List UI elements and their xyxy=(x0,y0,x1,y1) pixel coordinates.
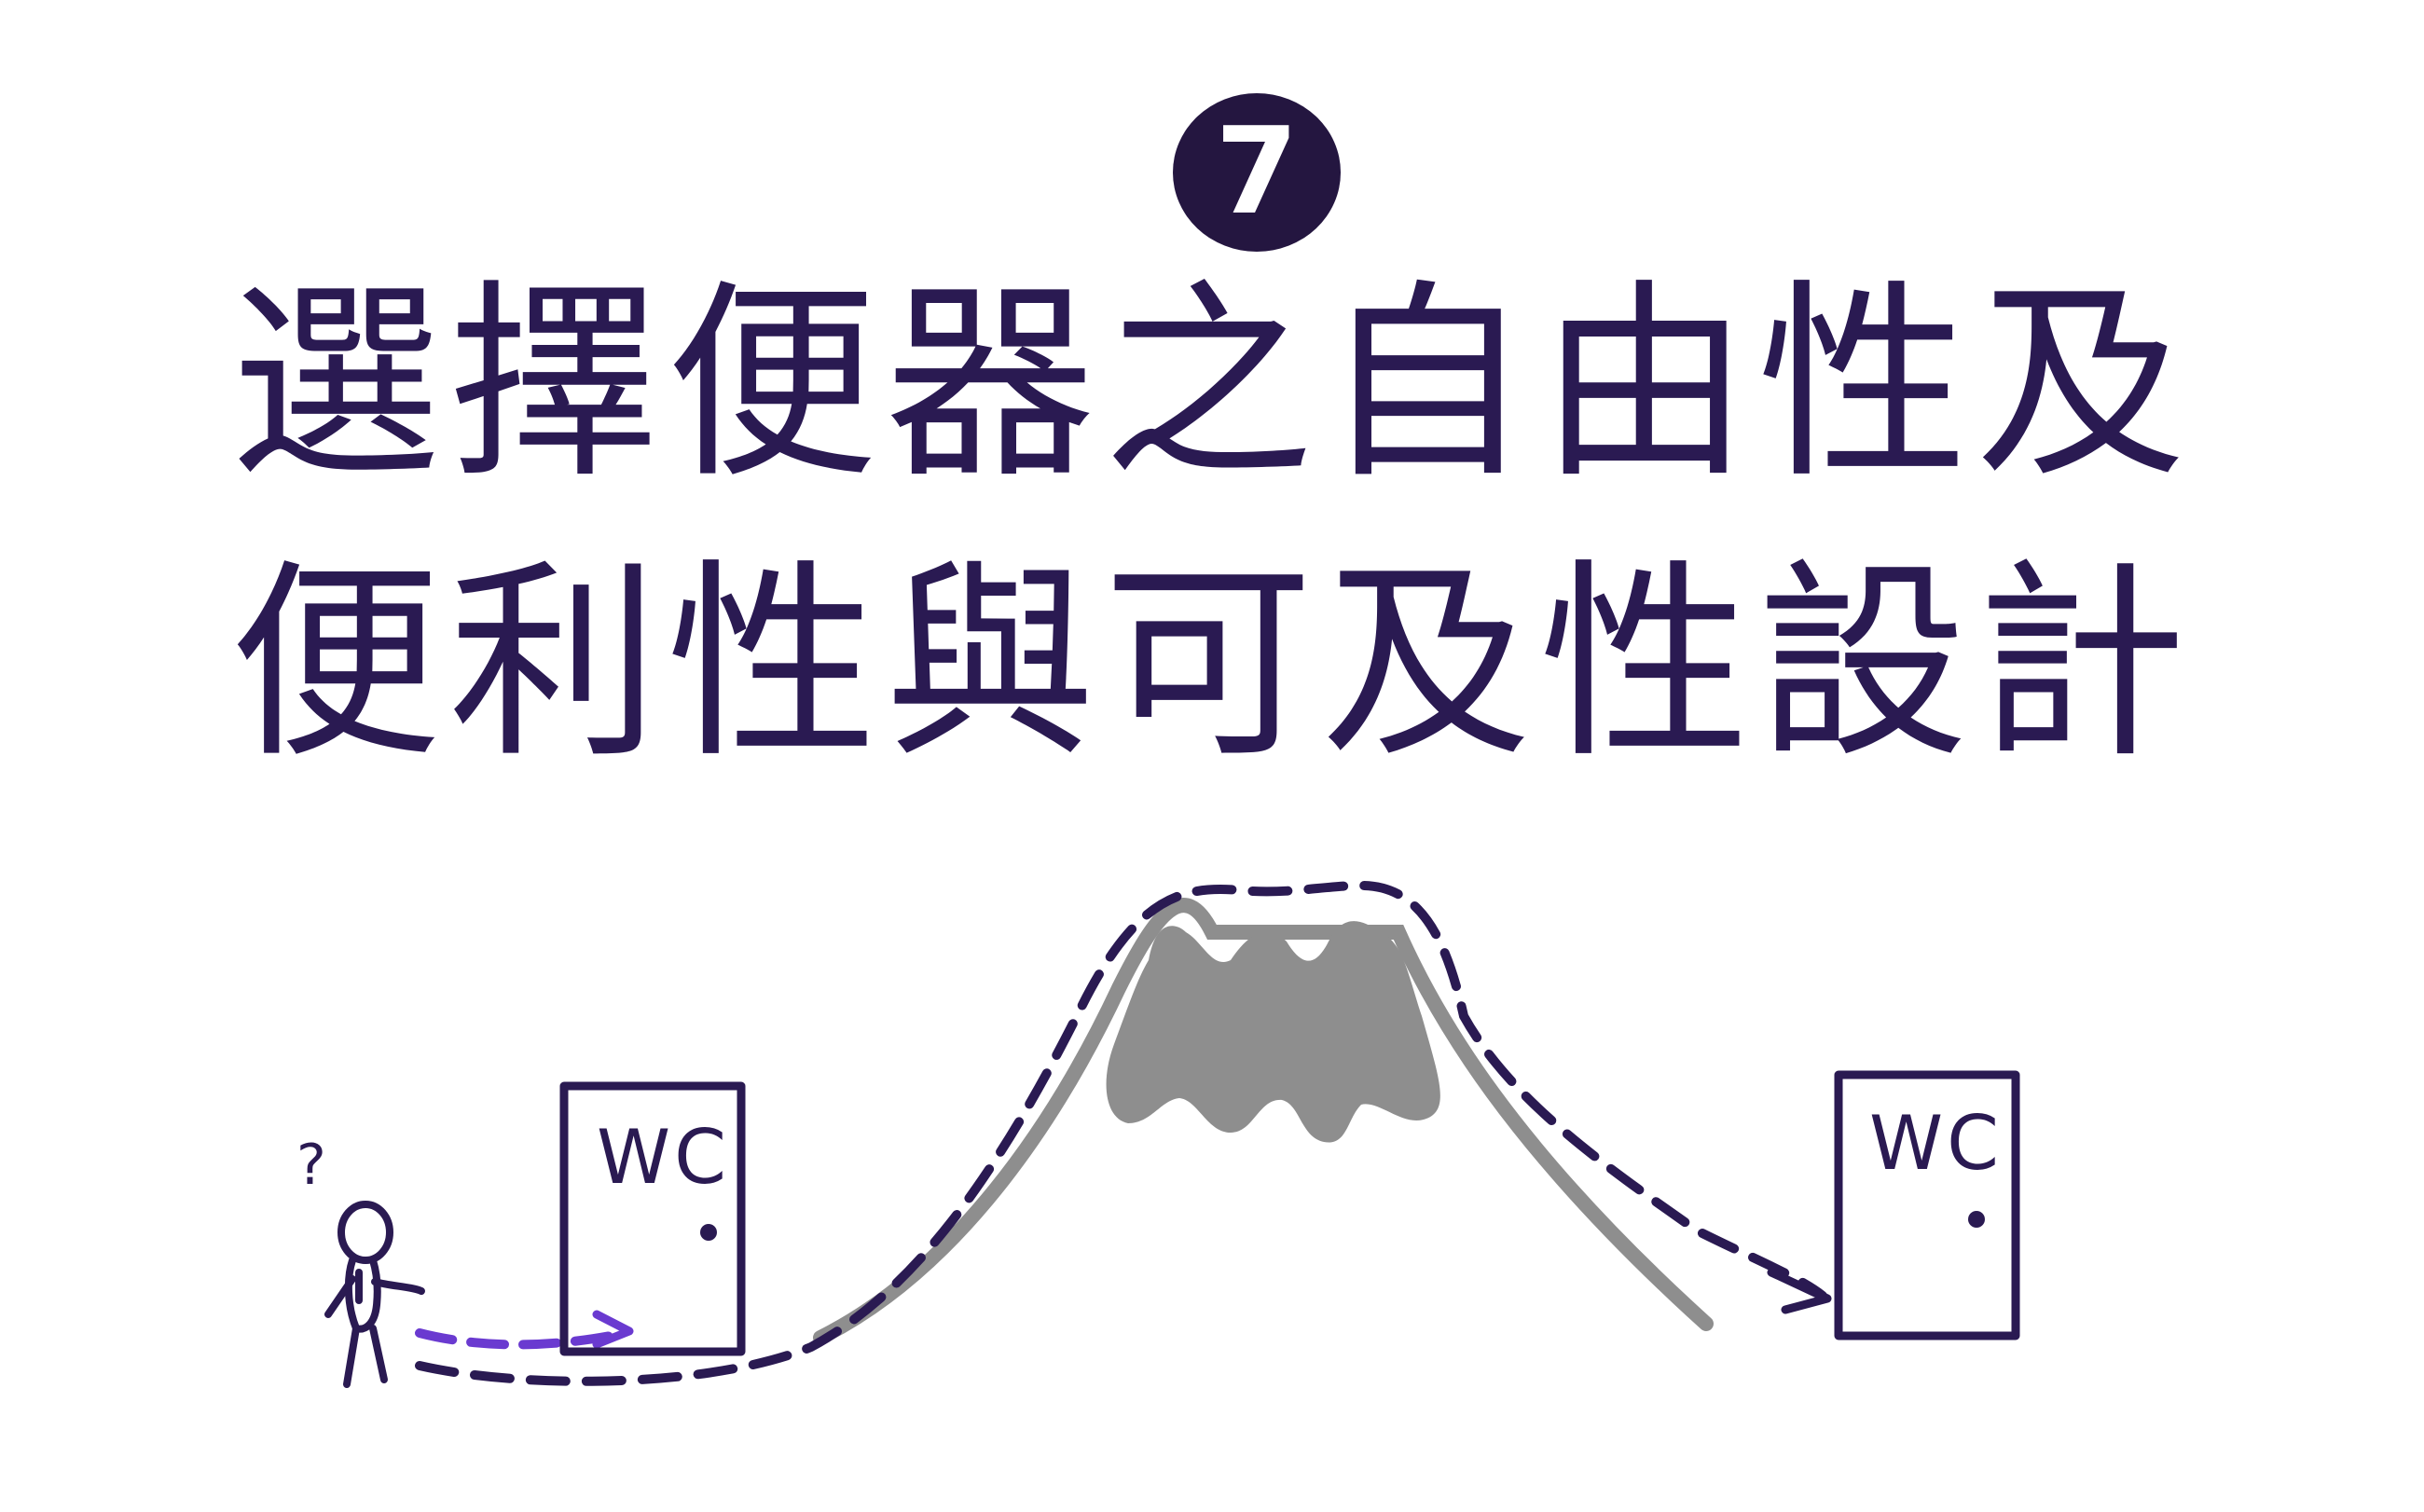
title-line-2: 便利性與可及性設計 xyxy=(229,542,2194,787)
wc-door-1 xyxy=(559,1081,746,1356)
long-path-arrowhead xyxy=(1767,1268,1832,1314)
title-line-1: 選擇便器之自由性及 xyxy=(229,262,2194,507)
short-path-arrowhead xyxy=(592,1310,634,1349)
number-badge: 7 xyxy=(1173,93,1341,252)
wc-label-2: WC xyxy=(1869,1100,2003,1187)
mountain-cap xyxy=(1106,921,1440,1143)
wc-label-1: WC xyxy=(597,1114,730,1201)
long-path xyxy=(415,880,1827,1386)
wc-door-2-knob xyxy=(1968,1211,1985,1228)
person-figure xyxy=(324,1201,425,1388)
wc-door-1-knob xyxy=(700,1224,717,1241)
question-mark: ? xyxy=(296,1133,326,1198)
short-path xyxy=(415,1328,629,1350)
mountain-slopes xyxy=(813,898,1714,1345)
wc-door-2 xyxy=(1834,1070,2020,1340)
